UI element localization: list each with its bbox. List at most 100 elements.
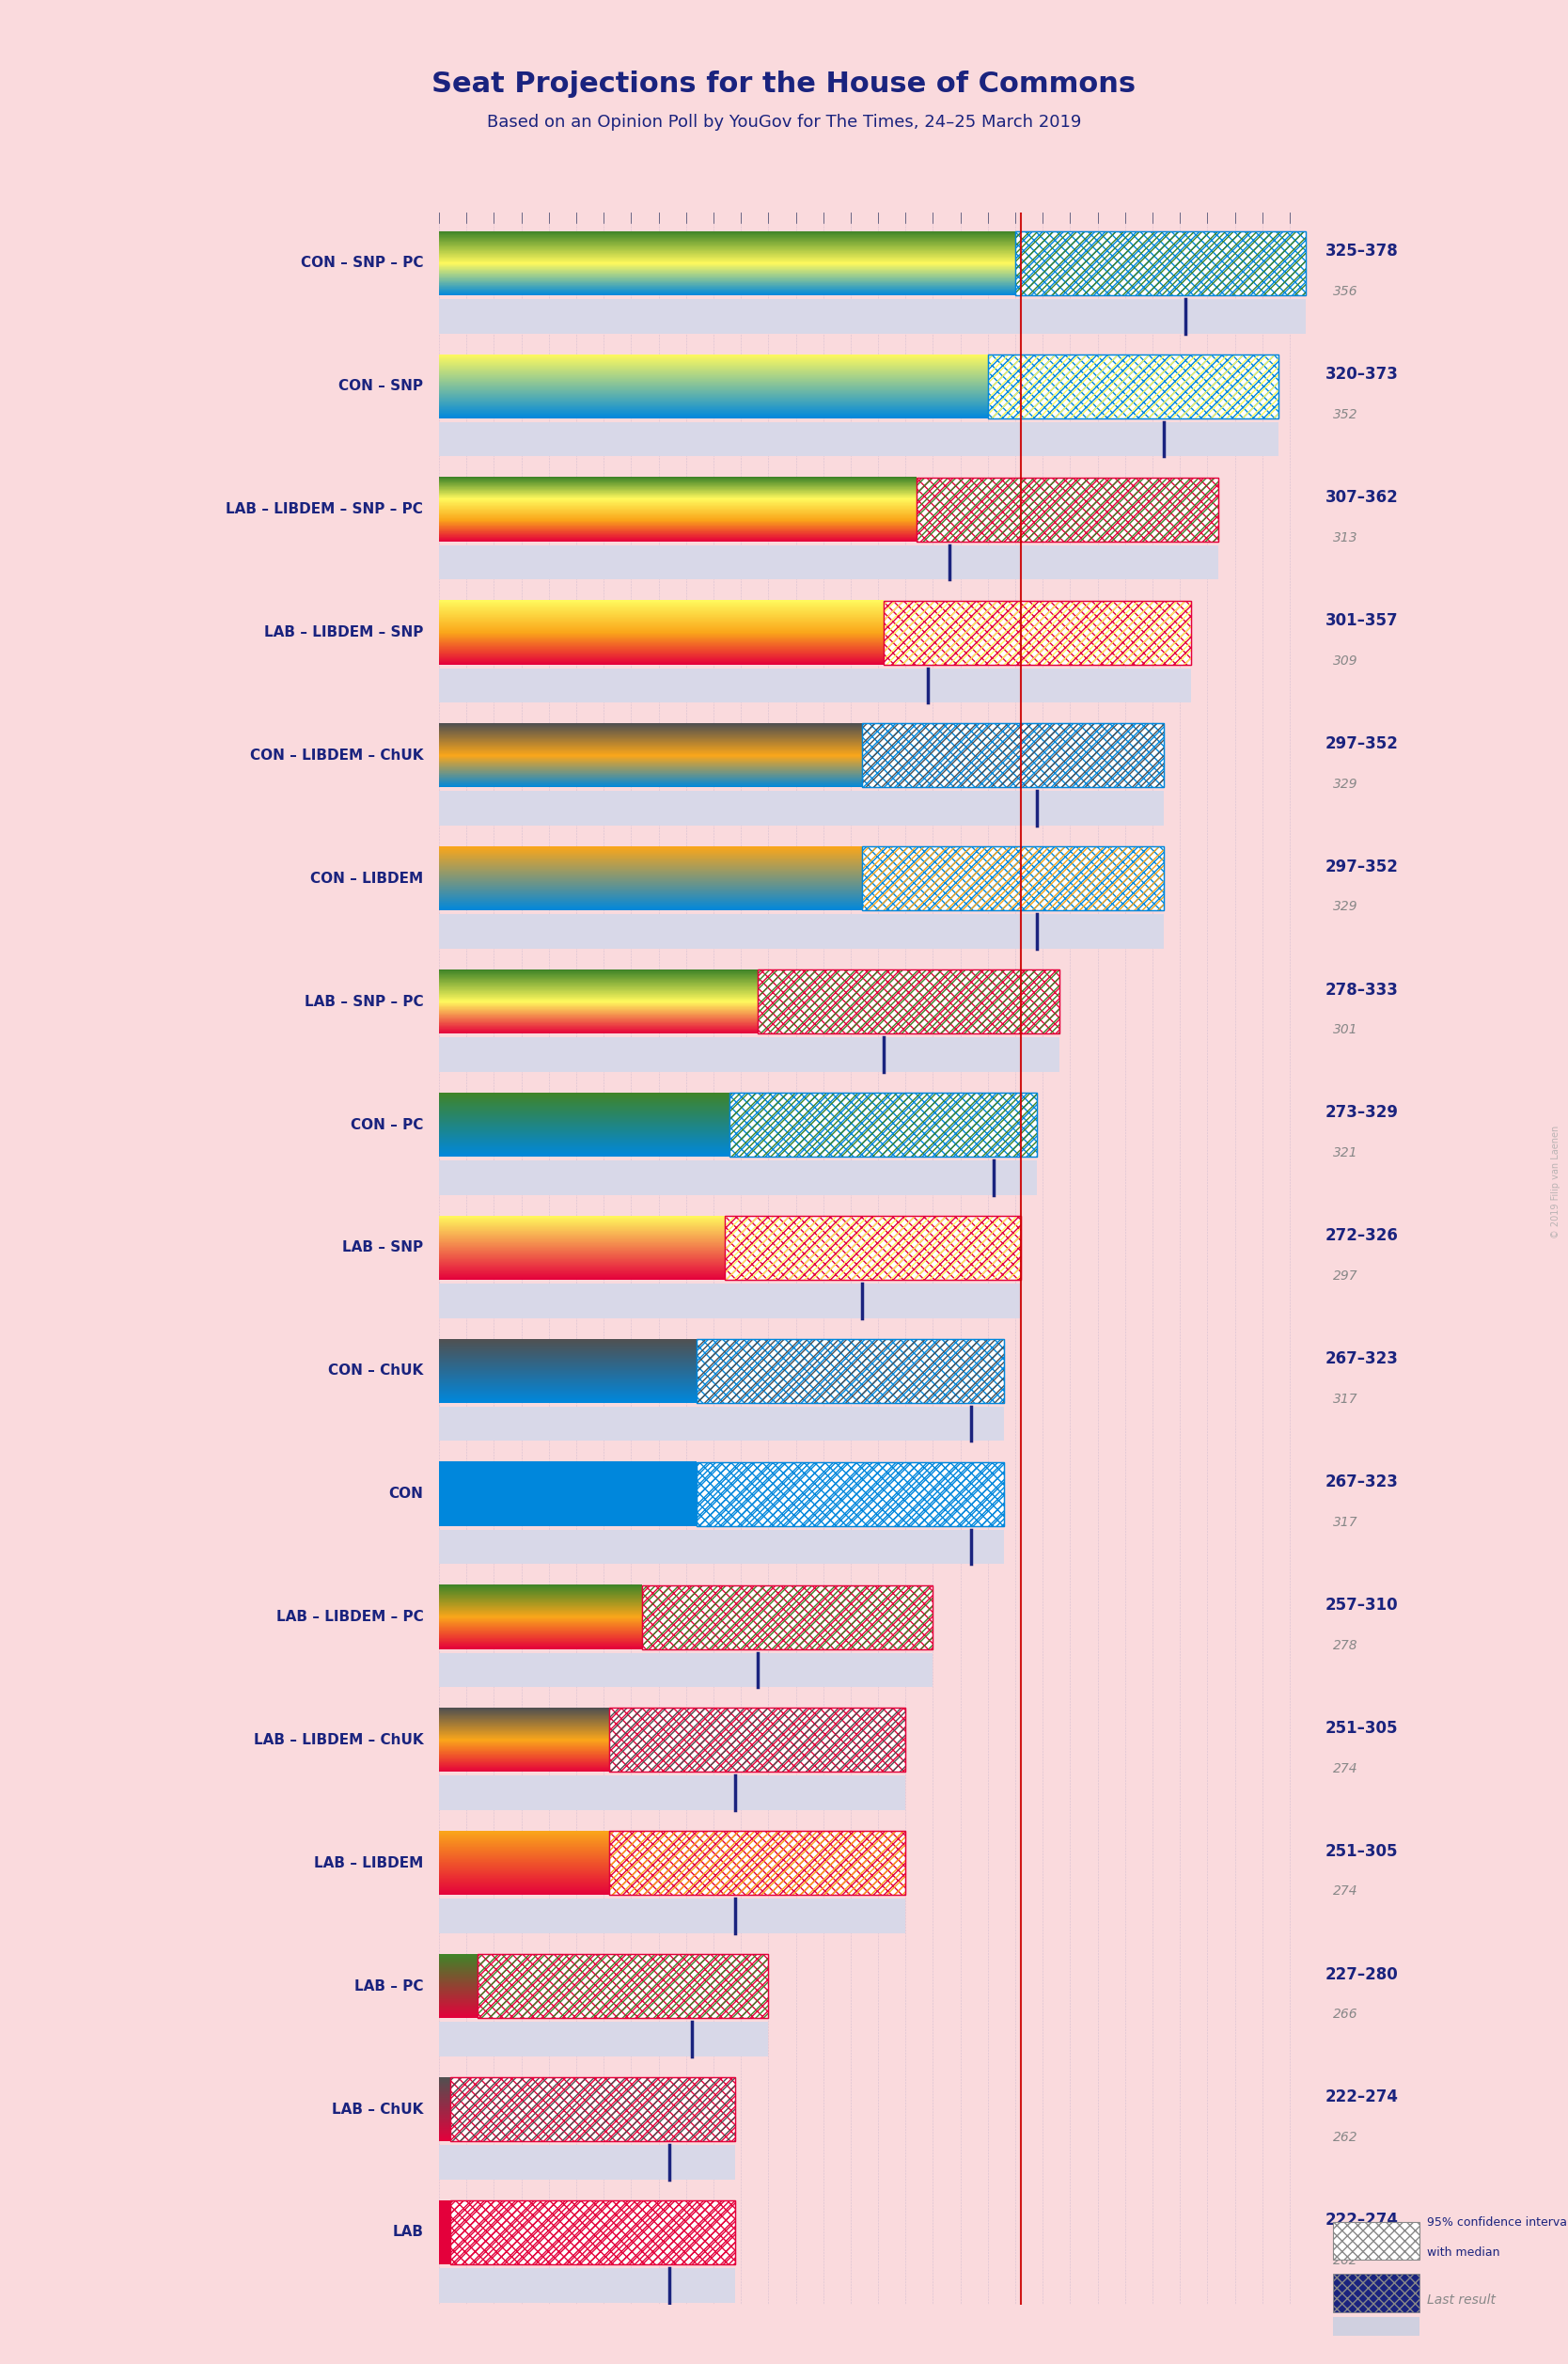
Bar: [608, 1832, 906, 1896]
Text: 356: 356: [1333, 286, 1358, 298]
Bar: [643, 1584, 933, 1650]
Text: CON – SNP: CON – SNP: [339, 378, 423, 392]
Text: 272–326: 272–326: [1325, 1227, 1399, 1243]
Text: 222–274: 222–274: [1325, 2213, 1399, 2229]
Bar: [439, 1407, 1004, 1442]
Bar: [698, 1338, 1005, 1402]
Text: 227–280: 227–280: [1325, 1967, 1399, 1983]
Text: LAB – PC: LAB – PC: [354, 1979, 423, 1993]
Bar: [862, 723, 1163, 787]
Bar: [916, 478, 1218, 541]
Text: 251–305: 251–305: [1325, 1719, 1397, 1738]
Bar: [608, 1709, 906, 1773]
Bar: [862, 846, 1163, 910]
Text: 309: 309: [1333, 655, 1358, 667]
Bar: [477, 1955, 768, 2019]
Text: 297–352: 297–352: [1325, 735, 1399, 752]
Bar: [439, 1898, 905, 1934]
Bar: [450, 2201, 735, 2265]
Bar: [1016, 232, 1306, 296]
Text: 262: 262: [1333, 2130, 1358, 2144]
Text: 274: 274: [1333, 1761, 1358, 1775]
Text: LAB – SNP – PC: LAB – SNP – PC: [304, 995, 423, 1009]
Text: 329: 329: [1333, 778, 1358, 790]
Text: 301: 301: [1333, 1024, 1358, 1035]
Text: 320–373: 320–373: [1325, 366, 1399, 383]
Text: 274: 274: [1333, 1884, 1358, 1898]
Bar: [439, 1038, 1058, 1071]
Bar: [439, 1284, 1021, 1317]
Bar: [477, 1955, 768, 2019]
Bar: [608, 1709, 906, 1773]
Text: LAB – SNP: LAB – SNP: [342, 1241, 423, 1255]
Bar: [643, 1584, 933, 1650]
Bar: [450, 2078, 735, 2142]
Bar: [724, 1215, 1021, 1279]
Bar: [862, 723, 1163, 787]
Text: 95% confidence interval: 95% confidence interval: [1427, 2215, 1568, 2229]
Text: LAB – LIBDEM: LAB – LIBDEM: [314, 1856, 423, 1870]
Bar: [608, 1709, 906, 1773]
Text: Seat Projections for the House of Commons: Seat Projections for the House of Common…: [431, 71, 1137, 99]
Bar: [698, 1338, 1005, 1402]
Bar: [862, 846, 1163, 910]
Text: 267–323: 267–323: [1325, 1473, 1399, 1492]
Bar: [988, 355, 1279, 418]
Text: LAB: LAB: [392, 2225, 423, 2239]
Bar: [439, 298, 1306, 333]
Text: 325–378: 325–378: [1325, 243, 1399, 260]
Bar: [1016, 232, 1306, 296]
Bar: [884, 600, 1192, 664]
Text: 297: 297: [1333, 1269, 1358, 1284]
Bar: [988, 355, 1279, 418]
Bar: [724, 1215, 1021, 1279]
Text: 297–352: 297–352: [1325, 858, 1399, 875]
Text: LAB – LIBDEM – SNP: LAB – LIBDEM – SNP: [263, 626, 423, 641]
Bar: [477, 1955, 768, 2019]
Text: 329: 329: [1333, 901, 1358, 913]
Bar: [608, 1709, 906, 1773]
Bar: [988, 355, 1279, 418]
Text: 273–329: 273–329: [1325, 1104, 1399, 1121]
Text: Based on an Opinion Poll by YouGov for The Times, 24–25 March 2019: Based on an Opinion Poll by YouGov for T…: [486, 113, 1082, 130]
Bar: [862, 846, 1163, 910]
Bar: [439, 546, 1218, 579]
Bar: [884, 600, 1192, 664]
Text: with median: with median: [1427, 2246, 1499, 2260]
Text: CON: CON: [389, 1487, 423, 1501]
Bar: [643, 1584, 933, 1650]
Bar: [439, 2144, 735, 2180]
Bar: [608, 1832, 906, 1896]
Text: 278–333: 278–333: [1325, 981, 1399, 998]
Bar: [698, 1338, 1005, 1402]
Text: 313: 313: [1333, 532, 1358, 544]
Bar: [988, 355, 1279, 418]
Bar: [450, 2201, 735, 2265]
Text: CON – LIBDEM – ChUK: CON – LIBDEM – ChUK: [249, 749, 423, 764]
Bar: [450, 2201, 735, 2265]
Text: 267–323: 267–323: [1325, 1350, 1399, 1366]
Bar: [439, 1775, 905, 1811]
Bar: [862, 846, 1163, 910]
Bar: [439, 2021, 768, 2057]
Text: CON – LIBDEM: CON – LIBDEM: [310, 872, 423, 886]
Bar: [884, 600, 1192, 664]
Bar: [1016, 232, 1306, 296]
Text: 307–362: 307–362: [1325, 489, 1399, 506]
Bar: [724, 1215, 1021, 1279]
Bar: [916, 478, 1218, 541]
Bar: [916, 478, 1218, 541]
Bar: [439, 915, 1163, 948]
Bar: [439, 792, 1163, 825]
Text: 251–305: 251–305: [1325, 1844, 1397, 1860]
Bar: [450, 2078, 735, 2142]
Text: 222–274: 222–274: [1325, 2090, 1399, 2106]
Text: 321: 321: [1333, 1147, 1358, 1161]
Bar: [757, 969, 1058, 1033]
Bar: [643, 1584, 933, 1650]
Bar: [477, 1955, 768, 2019]
Text: 317: 317: [1333, 1515, 1358, 1530]
Bar: [731, 1092, 1038, 1156]
Bar: [439, 2267, 735, 2303]
Text: CON – SNP – PC: CON – SNP – PC: [301, 255, 423, 269]
